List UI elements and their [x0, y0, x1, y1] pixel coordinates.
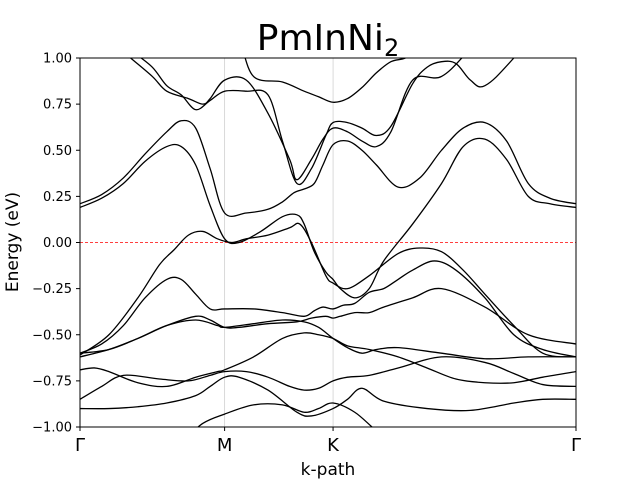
band-line-7: [80, 260, 576, 358]
y-axis-title: Energy (eV): [3, 192, 23, 292]
band-line-5: [80, 319, 576, 360]
band-line-11: [129, 58, 463, 181]
x-tick-label: Γ: [571, 435, 581, 456]
band-lines: [80, 58, 576, 427]
y-tick-label: −0.25: [32, 282, 72, 297]
gridlines: [224, 58, 334, 427]
band-line-1: [196, 402, 374, 427]
band-line-3: [80, 356, 576, 400]
band-line-4: [80, 332, 576, 388]
y-tick-label: 1.00: [43, 52, 72, 67]
x-tick-label: K: [327, 435, 340, 456]
y-tick-label: 0.00: [43, 236, 72, 251]
band-line-8: [80, 222, 576, 358]
band-line-9: [80, 137, 576, 299]
y-axis-ticks: −1.00 −0.75 −0.50 −0.25 0.00 0.25 0.50 0.75 1.00: [32, 52, 80, 436]
y-tick-label: −1.00: [32, 421, 72, 436]
y-tick-label: 0.25: [43, 190, 72, 205]
y-tick-label: 0.50: [43, 144, 72, 159]
y-tick-label: −0.50: [32, 328, 72, 343]
band-line-10: [80, 119, 576, 218]
band-line-12: [140, 58, 515, 186]
x-tick-label: Γ: [75, 435, 85, 456]
y-tick-label: −0.75: [32, 374, 72, 389]
chart-title-subscript: 2: [384, 34, 399, 62]
x-axis-title: k-path: [301, 460, 356, 480]
band-line-6: [80, 287, 576, 354]
x-tick-label: M: [217, 435, 233, 456]
band-line-13: [244, 58, 407, 103]
y-tick-label: 0.75: [43, 98, 72, 113]
chart-title: PmInNi2: [257, 18, 399, 62]
band-line-2: [80, 375, 576, 417]
